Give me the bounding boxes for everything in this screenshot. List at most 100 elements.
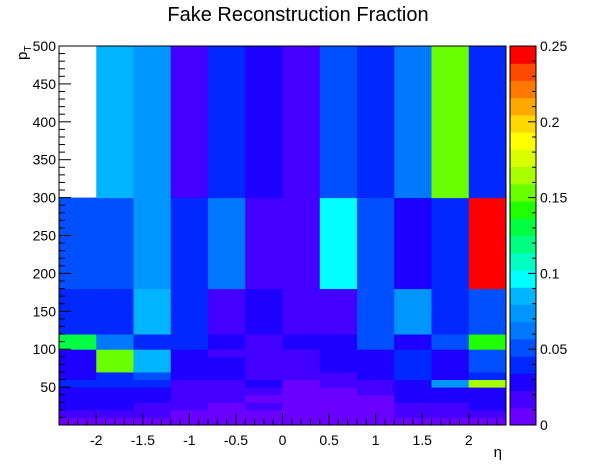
heatmap-cell: [133, 394, 172, 403]
palette-swatch: [510, 183, 536, 202]
heatmap-cell: [394, 349, 432, 358]
heatmap-cell: [468, 409, 507, 418]
heatmap-cell: [431, 394, 470, 403]
heatmap-cell: [357, 356, 395, 365]
heatmap-cell: [357, 371, 395, 381]
heatmap-cell: [96, 364, 134, 373]
heatmap-cell: [431, 371, 470, 381]
heatmap-cell: [357, 349, 395, 358]
heatmap-cell: [319, 273, 358, 290]
heatmap-cell: [319, 46, 358, 199]
heatmap-cell: [319, 379, 358, 388]
palette-swatch: [510, 252, 536, 271]
heatmap-cell: [133, 334, 172, 350]
heatmap-cell: [431, 273, 470, 290]
heatmap-cell: [170, 387, 209, 396]
heatmap-cell: [394, 273, 432, 290]
heatmap-cell: [394, 46, 432, 199]
palette-swatch: [510, 321, 536, 340]
heatmap-cell: [96, 409, 134, 418]
heatmap-cell: [394, 364, 432, 373]
heatmap-cell: [468, 356, 507, 365]
heatmap-cell: [282, 273, 321, 290]
heatmap-cell: [133, 379, 172, 388]
palette-swatch: [510, 46, 536, 64]
heatmap-cell: [394, 409, 432, 418]
heatmap-cell: [282, 379, 321, 388]
x-tick-label: 1.5: [412, 432, 432, 448]
heatmap-cell: [96, 288, 134, 312]
heatmap-cell: [319, 402, 358, 411]
heatmap-cell: [133, 349, 172, 358]
heatmap-cell: [468, 288, 507, 312]
heatmap-cell: [468, 387, 507, 396]
heatmap-cell: [59, 311, 97, 335]
heatmap-cell: [357, 379, 395, 388]
palette-swatch: [510, 287, 536, 305]
heatmap-cell: [357, 46, 395, 199]
heatmap-cell: [282, 364, 321, 373]
heatmap-cell: [208, 273, 246, 290]
heatmap-cell: [96, 334, 134, 350]
heatmap-cell: [208, 371, 246, 381]
heatmap-cell: [208, 356, 246, 365]
heatmap-cell: [282, 394, 321, 403]
heatmap-cell: [431, 364, 470, 373]
heatmap-cell: [468, 349, 507, 358]
heatmap-cell: [245, 409, 283, 418]
heatmap-cell: [170, 288, 209, 312]
heatmap-cell: [282, 387, 321, 396]
heatmap-cell: [394, 356, 432, 365]
palette-swatch: [510, 166, 536, 185]
heatmap-cell: [282, 356, 321, 365]
y-axis: 50 100 150 200 250 300 350 400 450 500: [33, 38, 71, 418]
x-axis: -2 -1.5 -1 -0.5 0 0.5 1 1.5 2: [58, 413, 507, 448]
z-tick-label: 0.05: [540, 341, 567, 357]
heatmap-cell: [245, 394, 283, 403]
heatmap-cell: [394, 394, 432, 403]
heatmap-cell: [170, 371, 209, 381]
heatmap-cell: [96, 379, 134, 388]
heatmap-cell: [319, 197, 358, 274]
heatmap-cell: [357, 364, 395, 373]
heatmap-cell: [431, 311, 470, 335]
heatmap-cell: [245, 46, 283, 199]
heatmap-cell: [468, 334, 507, 350]
heatmap-cell: [170, 402, 209, 411]
palette-swatch: [510, 218, 536, 236]
y-axis-label: pT: [14, 46, 34, 60]
heatmap-cell: [59, 379, 97, 388]
x-tick-label: 2: [465, 432, 473, 448]
x-tick-label: -2: [90, 432, 103, 448]
heatmap-cell: [357, 311, 395, 335]
heatmap-cell: [133, 371, 172, 381]
heatmap-cell: [96, 394, 134, 403]
palette-swatch: [510, 356, 536, 374]
heatmap-cell: [170, 394, 209, 403]
heatmap-cell: [208, 409, 246, 418]
heatmap-cell: [431, 402, 470, 411]
x-tick-label: -1: [183, 432, 196, 448]
y-tick-label: 50: [40, 379, 56, 395]
heatmap-cell: [282, 46, 321, 199]
z-tick-label: 0: [540, 417, 548, 433]
heatmap-cell: [431, 334, 470, 350]
heatmap-cell: [394, 197, 432, 274]
y-axis-label-subscript: T: [23, 46, 34, 52]
heatmap-cell: [59, 394, 97, 403]
palette-swatch: [510, 201, 536, 219]
heatmap-cell: [431, 288, 470, 312]
z-axis: 0 0.05 0.1 0.15 0.2 0.25: [528, 38, 567, 433]
heatmap-cell: [282, 409, 321, 418]
z-tick-label: 0.15: [540, 190, 567, 206]
y-tick-label: 250: [33, 228, 57, 244]
palette-swatch: [510, 304, 536, 323]
heatmap-cell: [319, 311, 358, 335]
palette-swatch: [510, 63, 536, 81]
heatmap-cell: [96, 46, 134, 199]
heatmap-cell: [245, 197, 283, 274]
heatmap-cell: [96, 356, 134, 365]
heatmap-cell: [133, 356, 172, 365]
heatmap-cell: [96, 349, 134, 358]
heatmap-cell: [208, 387, 246, 396]
